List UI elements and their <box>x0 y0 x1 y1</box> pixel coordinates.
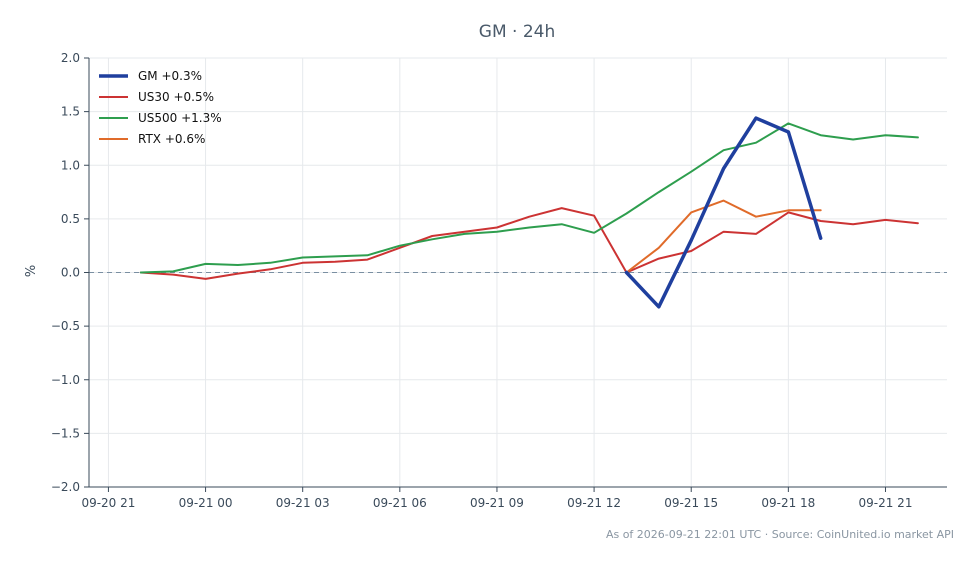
series-line-rtx <box>625 199 822 274</box>
x-tick-label: 09-21 09 <box>470 496 524 510</box>
legend: GM +0.3% US30 +0.5% US500 +1.3% RTX +0.6% <box>99 69 222 146</box>
y-axis-ticks: 2.0 1.5 1.0 0.5 0.0 −0.5 −1.0 −1.5 −2.0 <box>51 51 89 494</box>
legend-label-rtx: RTX +0.6% <box>138 132 205 146</box>
x-tick-label: 09-21 03 <box>276 496 330 510</box>
series-line-gm <box>624 116 823 309</box>
x-tick-label: 09-20 21 <box>81 496 135 510</box>
y-tick-label: −0.5 <box>51 319 80 333</box>
y-tick-label: 2.0 <box>61 51 80 65</box>
y-tick-label: −2.0 <box>51 480 80 494</box>
legend-label-gm: GM +0.3% <box>138 69 202 83</box>
x-tick-label: 09-21 15 <box>664 496 718 510</box>
y-tick-label: 1.0 <box>61 158 80 172</box>
series-line-us500 <box>139 122 919 274</box>
y-tick-label: 0.5 <box>61 212 80 226</box>
x-tick-label: 09-21 12 <box>567 496 621 510</box>
x-tick-label: 09-21 00 <box>179 496 233 510</box>
chart-title: GM · 24h <box>479 22 555 42</box>
x-tick-label: 09-21 18 <box>761 496 815 510</box>
legend-label-us30: US30 +0.5% <box>138 90 214 104</box>
footer-source: As of 2026-09-21 22:01 UTC · Source: Coi… <box>606 528 954 541</box>
y-tick-label: −1.0 <box>51 373 80 387</box>
x-tick-label: 09-21 21 <box>859 496 913 510</box>
x-axis-ticks: 09-20 21 09-21 00 09-21 03 09-21 06 09-21 09… <box>81 487 912 510</box>
y-tick-label: 0.0 <box>61 266 80 280</box>
y-tick-label: 1.5 <box>61 105 80 119</box>
series-line-us30 <box>139 207 919 280</box>
series-lines <box>139 116 919 309</box>
x-tick-label: 09-21 06 <box>373 496 427 510</box>
y-tick-label: −1.5 <box>51 426 80 440</box>
y-axis-label: % <box>24 265 39 277</box>
legend-label-us500: US500 +1.3% <box>138 111 222 125</box>
